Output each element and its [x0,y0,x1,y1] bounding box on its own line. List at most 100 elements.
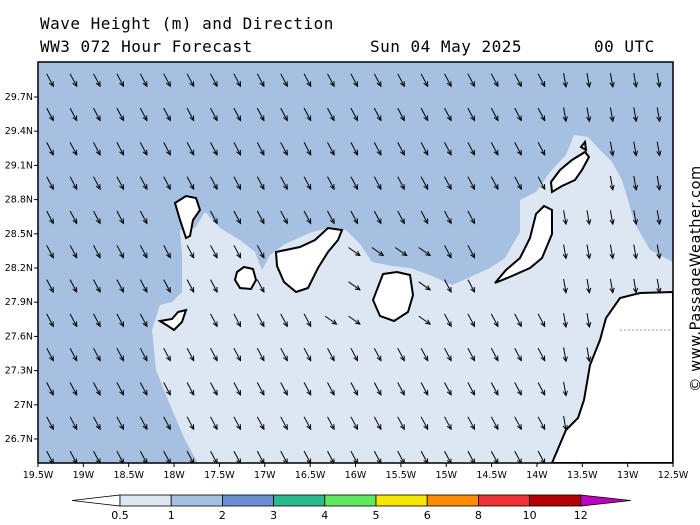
island-tenerife [274,226,344,294]
wave-arrow [514,142,522,156]
wave-arrow [537,176,546,191]
wave-arrow [467,313,476,328]
wave-arrow [233,73,242,88]
wave-arrow [420,73,429,88]
lat-label: 29.7N [5,92,33,103]
wave-arrow [69,73,78,88]
colorbar-high-arrow [580,494,631,507]
wave-arrow [562,73,568,89]
wave-arrow [327,176,335,191]
wave-arrow [233,107,242,122]
wave-arrow [139,279,148,294]
copyright-text: © www.PassageWeather.com [688,165,700,392]
lon-label: 19W [73,470,95,481]
wave-arrow [537,416,546,431]
wave-arrow [69,347,78,362]
wave-arrow [373,347,382,362]
wave-arrow [397,210,405,225]
wave-arrow [397,416,405,431]
wave-arrow [46,382,54,396]
wave-arrow [420,142,429,156]
wave-arrow [420,176,429,191]
wave-arrow [233,382,242,396]
wave-arrow [514,382,522,396]
wave-arrow [490,142,499,156]
wave-arrow [656,278,662,294]
wave-arrow [303,347,312,362]
wave-arrow [586,278,592,294]
lat-label: 27.6N [5,331,33,342]
wave-arrow [139,210,148,225]
wave-arrow [280,73,288,88]
wave-arrow [93,176,101,191]
wave-arrow [397,382,405,396]
wave-arrow [186,450,195,463]
wave-arrow [420,382,429,396]
wave-arrow [186,347,195,362]
wave-arrow [656,210,662,226]
wave-arrow [444,347,452,362]
wave-arrow [537,313,546,328]
wave-arrow [490,313,499,328]
wave-arrow [93,210,101,225]
forecast-label: WW3 072 Hour Forecast [40,37,253,56]
wave-arrow [210,450,218,463]
wave-arrow [467,142,476,156]
lon-label: 15.5W [386,470,417,481]
wave-arrow [656,175,662,191]
lon-label: 17.5W [204,470,235,481]
wave-arrow [632,210,639,226]
wave-arrow [444,142,452,156]
wave-arrow [280,313,288,328]
wave-arrow [350,450,358,463]
wave-arrow [256,210,265,225]
wave-arrow [163,382,171,396]
wave-arrow [420,347,429,362]
wave-arrow [490,176,499,191]
wave-arrow [46,450,54,463]
wave-arrow [327,382,335,396]
wave-arrow [609,210,615,226]
wave-arrow [586,313,592,329]
wave-arrow [324,315,338,325]
wave-arrow [467,347,476,362]
wave-arrow [116,245,125,259]
wave-arrow [327,142,335,156]
wave-arrow [632,141,639,157]
wave-arrow [256,245,265,259]
wave-arrow [467,382,476,396]
lat-label: 29.1N [5,160,33,171]
wave-arrow [163,245,171,259]
wave-arrow [537,450,546,463]
wave-arrow [233,176,242,191]
wave-arrow [116,416,125,431]
wave-arrow [632,73,639,89]
wave-arrow [514,176,522,191]
lat-label: 27N [14,400,33,411]
wave-arrow [139,313,148,328]
wave-arrow [163,73,171,88]
wave-arrow [256,382,265,396]
wave-arrow [303,142,312,156]
lon-label: 14.5W [476,470,507,481]
wave-arrow [609,175,615,191]
wave-arrow [467,107,476,122]
wave-arrow [93,347,101,362]
wave-arrow [233,347,242,362]
wave-arrow [444,73,452,88]
wave-arrow [420,450,429,463]
lat-label: 27.9N [5,297,33,308]
wave-arrow [444,245,452,259]
wave-arrow [490,73,499,88]
lon-label: 12.5W [658,470,689,481]
wave-arrow [562,210,568,226]
wave-arrow [609,107,615,123]
wave-arrow [373,382,382,396]
wave-arrow [280,450,288,463]
wave-arrow [373,142,382,156]
wave-arrow [233,245,242,259]
wave-arrow [139,107,148,122]
island-gran-canaria [371,270,415,323]
island-graciosa [579,139,588,152]
colorbar-swatch [324,494,377,507]
